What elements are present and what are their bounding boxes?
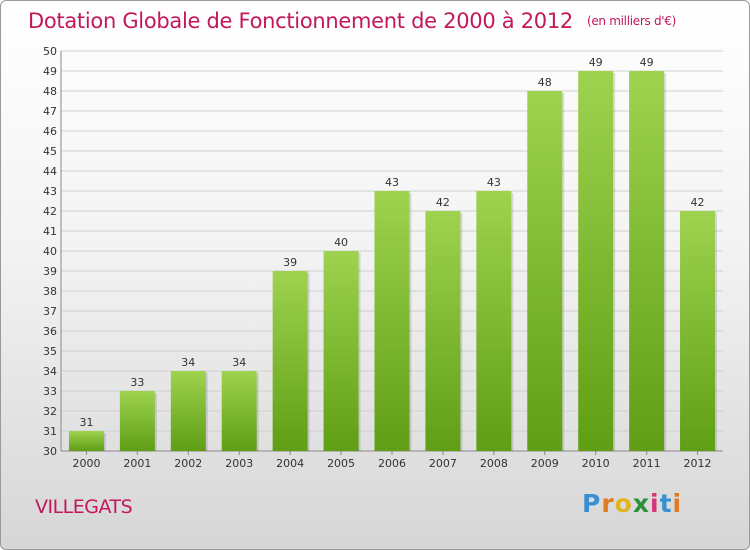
x-tick-label: 2012 [684, 457, 712, 470]
y-tick-label: 49 [43, 65, 57, 78]
y-tick-label: 39 [43, 265, 57, 278]
x-tick-label: 2004 [276, 457, 304, 470]
y-tick-label: 43 [43, 185, 57, 198]
bars [68, 71, 718, 451]
x-tick-label: 2010 [582, 457, 610, 470]
bar-value-label: 34 [232, 356, 246, 369]
y-tick-label: 32 [43, 405, 57, 418]
x-tick-label: 2000 [72, 457, 100, 470]
y-tick-label: 45 [43, 145, 57, 158]
bar-value-label: 39 [283, 256, 297, 269]
bar [425, 211, 461, 451]
y-tick-label: 46 [43, 125, 57, 138]
y-tick-label: 50 [43, 45, 57, 58]
y-tick-label: 33 [43, 385, 57, 398]
y-tick-label: 30 [43, 445, 57, 458]
x-tick-label: 2008 [480, 457, 508, 470]
y-tick-label: 40 [43, 245, 57, 258]
bar [629, 71, 665, 451]
bar-value-label: 42 [691, 196, 705, 209]
bar [119, 391, 155, 451]
bar-value-label: 31 [79, 416, 93, 429]
y-tick-label: 44 [43, 165, 57, 178]
y-tick-label: 42 [43, 205, 57, 218]
y-tick-label: 31 [43, 425, 57, 438]
x-tick-label: 2005 [327, 457, 355, 470]
x-tick-label: 2009 [531, 457, 559, 470]
bar-value-label: 40 [334, 236, 348, 249]
bar [680, 211, 716, 451]
bar-value-label: 49 [640, 56, 654, 69]
bar [323, 251, 359, 451]
y-tick-label: 48 [43, 85, 57, 98]
bar-value-label: 33 [130, 376, 144, 389]
y-axis-ticks: 30 31 32 33 34 35 36 37 38 39 40 41 42 43 44 45 46 47 48 49… [43, 45, 57, 458]
y-tick-label: 41 [43, 225, 57, 238]
data-labels: 31 33 34 34 39 40 43 42 43 48 49 49 42 [79, 56, 704, 429]
y-tick-label: 38 [43, 285, 57, 298]
y-tick-label: 37 [43, 305, 57, 318]
commune-name: VILLEGATS [35, 496, 133, 518]
x-tick-label: 2002 [174, 457, 202, 470]
y-tick-label: 35 [43, 345, 57, 358]
bar [170, 371, 206, 451]
chart-title: Dotation Globale de Fonctionnement de 20… [28, 9, 676, 33]
bar-value-label: 48 [538, 76, 552, 89]
proxiti-logo: Proxiti [582, 489, 683, 518]
x-tick-label: 2006 [378, 457, 406, 470]
bar [272, 271, 308, 451]
bar-value-label: 43 [487, 176, 501, 189]
bar-value-label: 49 [589, 56, 603, 69]
bar [527, 91, 563, 451]
x-axis-ticks: 2000 2001 2002 2003 2004 2005 2006 2007 2008 2009… [72, 451, 712, 470]
x-tick-label: 2001 [123, 457, 151, 470]
y-tick-label: 36 [43, 325, 57, 338]
unit-label: (en milliers d'€) [586, 14, 676, 28]
bar [476, 191, 512, 451]
title-text: Dotation Globale de Fonctionnement de 20… [28, 9, 573, 33]
bar [68, 431, 104, 451]
y-tick-label: 34 [43, 365, 57, 378]
bar [578, 71, 614, 451]
x-tick-label: 2011 [633, 457, 661, 470]
bar [374, 191, 410, 451]
x-tick-label: 2007 [429, 457, 457, 470]
bar [221, 371, 257, 451]
x-tick-label: 2003 [225, 457, 253, 470]
bar-value-label: 43 [385, 176, 399, 189]
bar-value-label: 42 [436, 196, 450, 209]
bar-value-label: 34 [181, 356, 195, 369]
y-tick-label: 47 [43, 105, 57, 118]
